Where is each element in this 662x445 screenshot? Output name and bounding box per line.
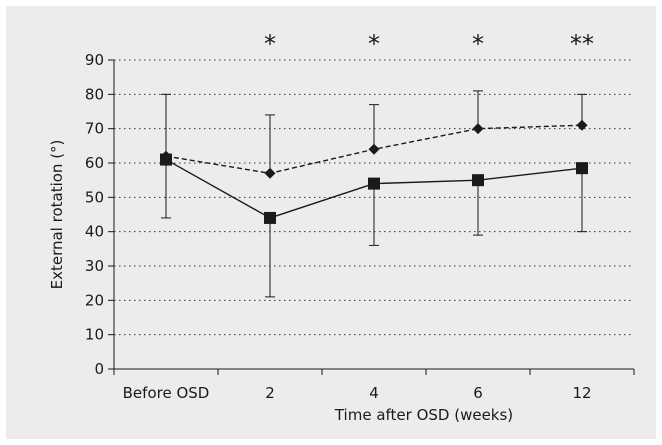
diamond-marker xyxy=(472,123,484,135)
x-tick-label: 6 xyxy=(473,384,483,402)
diamond-marker xyxy=(368,143,380,155)
x-axis-title: Time after OSD (weeks) xyxy=(334,406,513,424)
y-tick-label: 20 xyxy=(85,291,104,309)
square-marker xyxy=(368,177,380,190)
square-marker xyxy=(264,211,276,224)
y-axis-title: External rotation (°) xyxy=(48,140,66,290)
significance-marker: ** xyxy=(570,30,594,58)
x-tick-label: 4 xyxy=(369,384,379,402)
square-marker xyxy=(472,174,484,187)
y-tick-label: 10 xyxy=(85,326,104,344)
x-tick-label: 2 xyxy=(265,384,275,402)
y-tick-label: 90 xyxy=(85,51,104,69)
x-tick-label: 12 xyxy=(572,384,591,402)
diamond-marker xyxy=(576,119,588,131)
significance-marker: * xyxy=(472,30,484,58)
x-tick-label: Before OSD xyxy=(123,384,210,402)
y-tick-label: 30 xyxy=(85,257,104,275)
square-marker xyxy=(160,153,172,166)
y-tick-label: 70 xyxy=(85,120,104,138)
square-marker xyxy=(576,162,588,175)
y-tick-label: 80 xyxy=(85,85,104,103)
y-tick-label: 50 xyxy=(85,188,104,206)
y-tick-label: 0 xyxy=(94,360,104,378)
significance-marker: * xyxy=(368,30,380,58)
y-tick-label: 40 xyxy=(85,223,104,241)
diamond-marker xyxy=(264,167,276,179)
significance-marker: * xyxy=(264,30,276,58)
y-tick-label: 60 xyxy=(85,154,104,172)
